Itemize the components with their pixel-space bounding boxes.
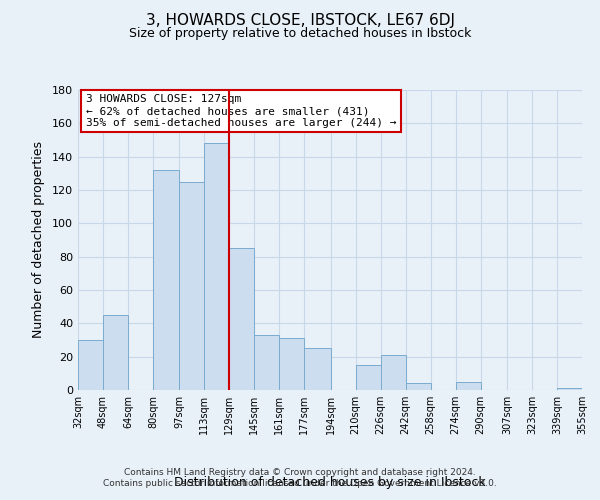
Bar xyxy=(381,355,406,390)
Text: 3, HOWARDS CLOSE, IBSTOCK, LE67 6DJ: 3, HOWARDS CLOSE, IBSTOCK, LE67 6DJ xyxy=(146,12,455,28)
Bar xyxy=(205,144,229,390)
Bar xyxy=(254,335,279,390)
Bar xyxy=(103,315,128,390)
Text: Size of property relative to detached houses in Ibstock: Size of property relative to detached ho… xyxy=(129,28,471,40)
Text: Contains HM Land Registry data © Crown copyright and database right 2024.
Contai: Contains HM Land Registry data © Crown c… xyxy=(103,468,497,487)
Bar xyxy=(153,170,179,390)
X-axis label: Distribution of detached houses by size in Ibstock: Distribution of detached houses by size … xyxy=(174,476,486,489)
Bar xyxy=(229,248,254,390)
Text: 3 HOWARDS CLOSE: 127sqm
← 62% of detached houses are smaller (431)
35% of semi-d: 3 HOWARDS CLOSE: 127sqm ← 62% of detache… xyxy=(86,94,396,128)
Bar xyxy=(179,182,205,390)
Bar xyxy=(279,338,304,390)
Bar xyxy=(78,340,103,390)
Bar xyxy=(406,384,431,390)
Y-axis label: Number of detached properties: Number of detached properties xyxy=(32,142,45,338)
Bar xyxy=(557,388,582,390)
Bar xyxy=(455,382,481,390)
Bar xyxy=(304,348,331,390)
Bar xyxy=(356,365,381,390)
